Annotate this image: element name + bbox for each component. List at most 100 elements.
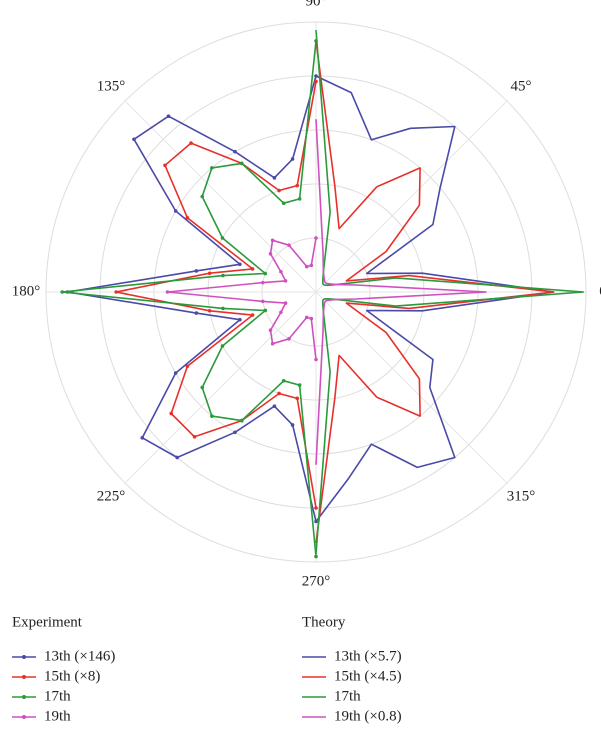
grid-spoke xyxy=(315,291,508,484)
series-marker xyxy=(207,308,212,313)
series-marker xyxy=(189,141,193,145)
series-line xyxy=(315,40,555,544)
theta-tick-label: 315° xyxy=(507,488,536,504)
series-marker xyxy=(192,434,197,439)
series-marker xyxy=(272,404,277,408)
theta-tick-label: 270° xyxy=(302,573,331,589)
series-marker xyxy=(194,269,199,273)
series-marker xyxy=(314,236,318,240)
theta-tick-label: 180° xyxy=(12,283,41,299)
series-line xyxy=(315,119,487,465)
series-line xyxy=(315,30,585,554)
series-marker xyxy=(210,414,214,418)
series-marker xyxy=(263,308,268,313)
theta-tick-label: 90° xyxy=(306,0,327,9)
series-marker xyxy=(163,163,167,168)
series-marker xyxy=(210,166,214,170)
grid-spoke xyxy=(124,100,317,293)
series-marker xyxy=(314,506,318,510)
series-marker xyxy=(166,114,171,118)
series-marker xyxy=(279,269,283,274)
series-marker xyxy=(287,336,291,341)
series-marker xyxy=(261,280,265,285)
series-marker xyxy=(309,263,314,268)
theta-tick-label: 225° xyxy=(97,488,126,504)
grid-spoke xyxy=(124,291,317,484)
legend-label: 15th (×8) xyxy=(44,668,100,684)
series-marker xyxy=(239,418,244,423)
series-marker xyxy=(140,435,145,440)
series-marker xyxy=(268,328,273,332)
series-marker xyxy=(250,313,255,317)
legend-marker xyxy=(22,695,26,699)
series-marker xyxy=(221,306,225,311)
series-marker xyxy=(185,215,190,220)
series-marker xyxy=(314,554,318,559)
series-marker xyxy=(221,273,225,278)
series-marker xyxy=(132,137,136,142)
series-marker xyxy=(238,262,242,267)
series-marker xyxy=(60,290,64,294)
series-marker xyxy=(114,290,118,294)
legend-label: 13th (×5.7) xyxy=(334,648,402,664)
series-line xyxy=(115,81,317,509)
series-marker xyxy=(200,194,205,199)
series-marker xyxy=(233,149,237,154)
series-marker xyxy=(309,316,314,321)
series-marker xyxy=(290,157,295,161)
series-marker xyxy=(297,197,302,201)
series-marker xyxy=(279,310,283,315)
legend-group-title: Experiment xyxy=(12,614,83,630)
series-marker xyxy=(175,455,179,460)
series-marker xyxy=(185,364,190,369)
series-marker xyxy=(173,371,178,375)
series-marker xyxy=(272,176,277,180)
legend-marker xyxy=(22,715,26,719)
legend-label: 19th (×0.8) xyxy=(334,708,402,724)
series-marker xyxy=(261,299,265,304)
series-marker xyxy=(270,341,275,346)
series-marker xyxy=(277,391,281,396)
series-marker xyxy=(297,383,302,387)
series-marker xyxy=(287,243,291,248)
series-marker xyxy=(295,183,300,188)
series-marker xyxy=(290,423,295,427)
series-marker xyxy=(281,201,286,205)
legend-label: 17th xyxy=(44,688,71,704)
series-marker xyxy=(270,238,275,243)
legend-label: 17th xyxy=(334,688,361,704)
series-marker xyxy=(283,279,288,283)
series-marker xyxy=(233,430,237,435)
legend-marker xyxy=(22,675,26,679)
series-marker xyxy=(250,267,255,271)
theta-tick-label: 45° xyxy=(511,78,532,94)
legend-group-title: Theory xyxy=(302,614,346,630)
series-marker xyxy=(314,79,318,84)
theta-tick-label: 0° xyxy=(599,283,601,299)
series-marker xyxy=(239,161,244,166)
series-marker xyxy=(268,252,273,256)
series-marker xyxy=(169,411,174,416)
series-marker xyxy=(207,271,212,276)
series-marker xyxy=(263,271,268,276)
series-marker xyxy=(238,317,242,322)
series-marker xyxy=(277,188,281,193)
series-marker xyxy=(165,290,170,294)
series-marker xyxy=(283,301,288,305)
series-marker xyxy=(304,315,309,320)
legend-label: 15th (×4.5) xyxy=(334,668,402,684)
theta-tick-label: 135° xyxy=(97,78,126,94)
series-marker xyxy=(200,385,205,390)
series-marker xyxy=(220,236,225,240)
legend-label: 13th (×146) xyxy=(44,648,115,664)
series-marker xyxy=(281,379,286,383)
series-marker xyxy=(314,357,318,362)
series-marker xyxy=(173,209,178,213)
series-marker xyxy=(295,396,300,401)
legend-marker xyxy=(22,655,26,659)
series-marker xyxy=(194,311,199,315)
grid-spoke xyxy=(315,100,508,293)
series-marker xyxy=(220,344,225,348)
series-marker xyxy=(304,264,309,269)
